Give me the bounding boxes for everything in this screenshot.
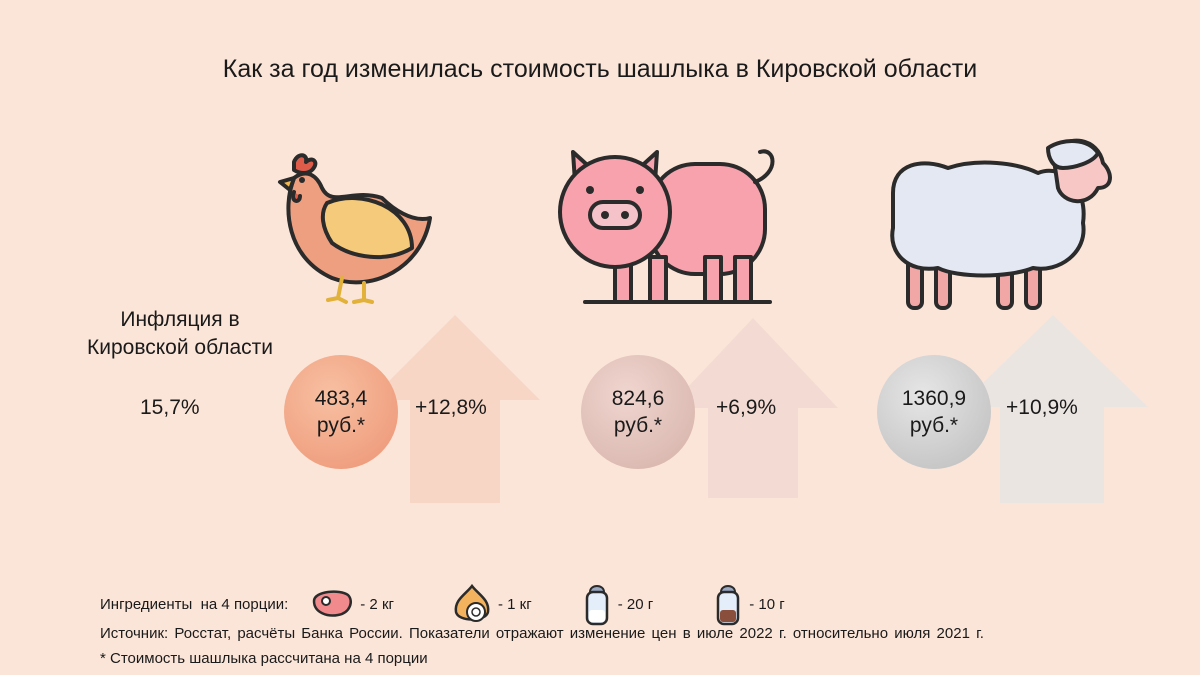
meat-icon <box>313 590 353 617</box>
inflation-value: 15,7% <box>140 396 200 419</box>
price-unit: руб.* <box>613 414 663 437</box>
up-arrow-icon <box>958 315 1148 503</box>
ingredient-meat: - 2 кг <box>310 587 394 621</box>
ingredient-amount: - 2 кг <box>360 595 394 613</box>
ingredient-amount: - 20 г <box>617 595 654 613</box>
ingredient-amount: - 1 кг <box>497 595 532 613</box>
price-unit: руб.* <box>909 414 959 437</box>
footnote: * Стоимость шашлыка рассчитана на 4 порц… <box>100 650 428 667</box>
ingredient-pepper: - 10 г <box>713 580 785 628</box>
source-note: Источник: Росстат, расчёты Банка России.… <box>100 625 984 642</box>
pepper-shaker-icon <box>716 585 740 626</box>
chicken-price-circle: 483,4 руб.* <box>284 355 398 469</box>
ingredient-salt: - 20 г <box>582 580 654 628</box>
up-arrow-icon <box>668 318 838 498</box>
ingredients-label: Ингредиенты на 4 порции: <box>100 595 289 613</box>
chicken-price-change: +12,8% <box>415 396 487 419</box>
sheep-icon <box>890 138 1112 310</box>
price-value: 824,6 <box>611 387 665 410</box>
ingredient-onion: - 1 кг <box>452 582 532 626</box>
price-value: 1360,9 <box>901 387 967 410</box>
inflation-label-line1: Инфляция в <box>120 308 240 331</box>
up-arrow-icon <box>370 315 540 503</box>
price-value: 483,4 <box>314 387 368 410</box>
page-title: Как за год изменилась стоимость шашлыка … <box>222 55 978 83</box>
pig-price-change: +6,9% <box>716 396 777 419</box>
sheep-price-circle: 1360,9 руб.* <box>877 355 991 469</box>
inflation-label-line2: Кировской области <box>87 336 273 359</box>
onion-icon <box>454 583 490 622</box>
inflation-label: Инфляция в Кировской области <box>55 306 305 362</box>
sheep-price-change: +10,9% <box>1006 396 1078 419</box>
chicken-icon <box>278 153 432 304</box>
price-unit: руб.* <box>316 414 366 437</box>
pig-icon <box>558 149 775 304</box>
ingredient-amount: - 10 г <box>749 595 785 613</box>
ingredients-row: Ингредиенты на 4 порции: - 2 кг - 1 кг -… <box>100 580 785 628</box>
salt-shaker-icon <box>585 585 608 626</box>
pig-price-circle: 824,6 руб.* <box>581 355 695 469</box>
